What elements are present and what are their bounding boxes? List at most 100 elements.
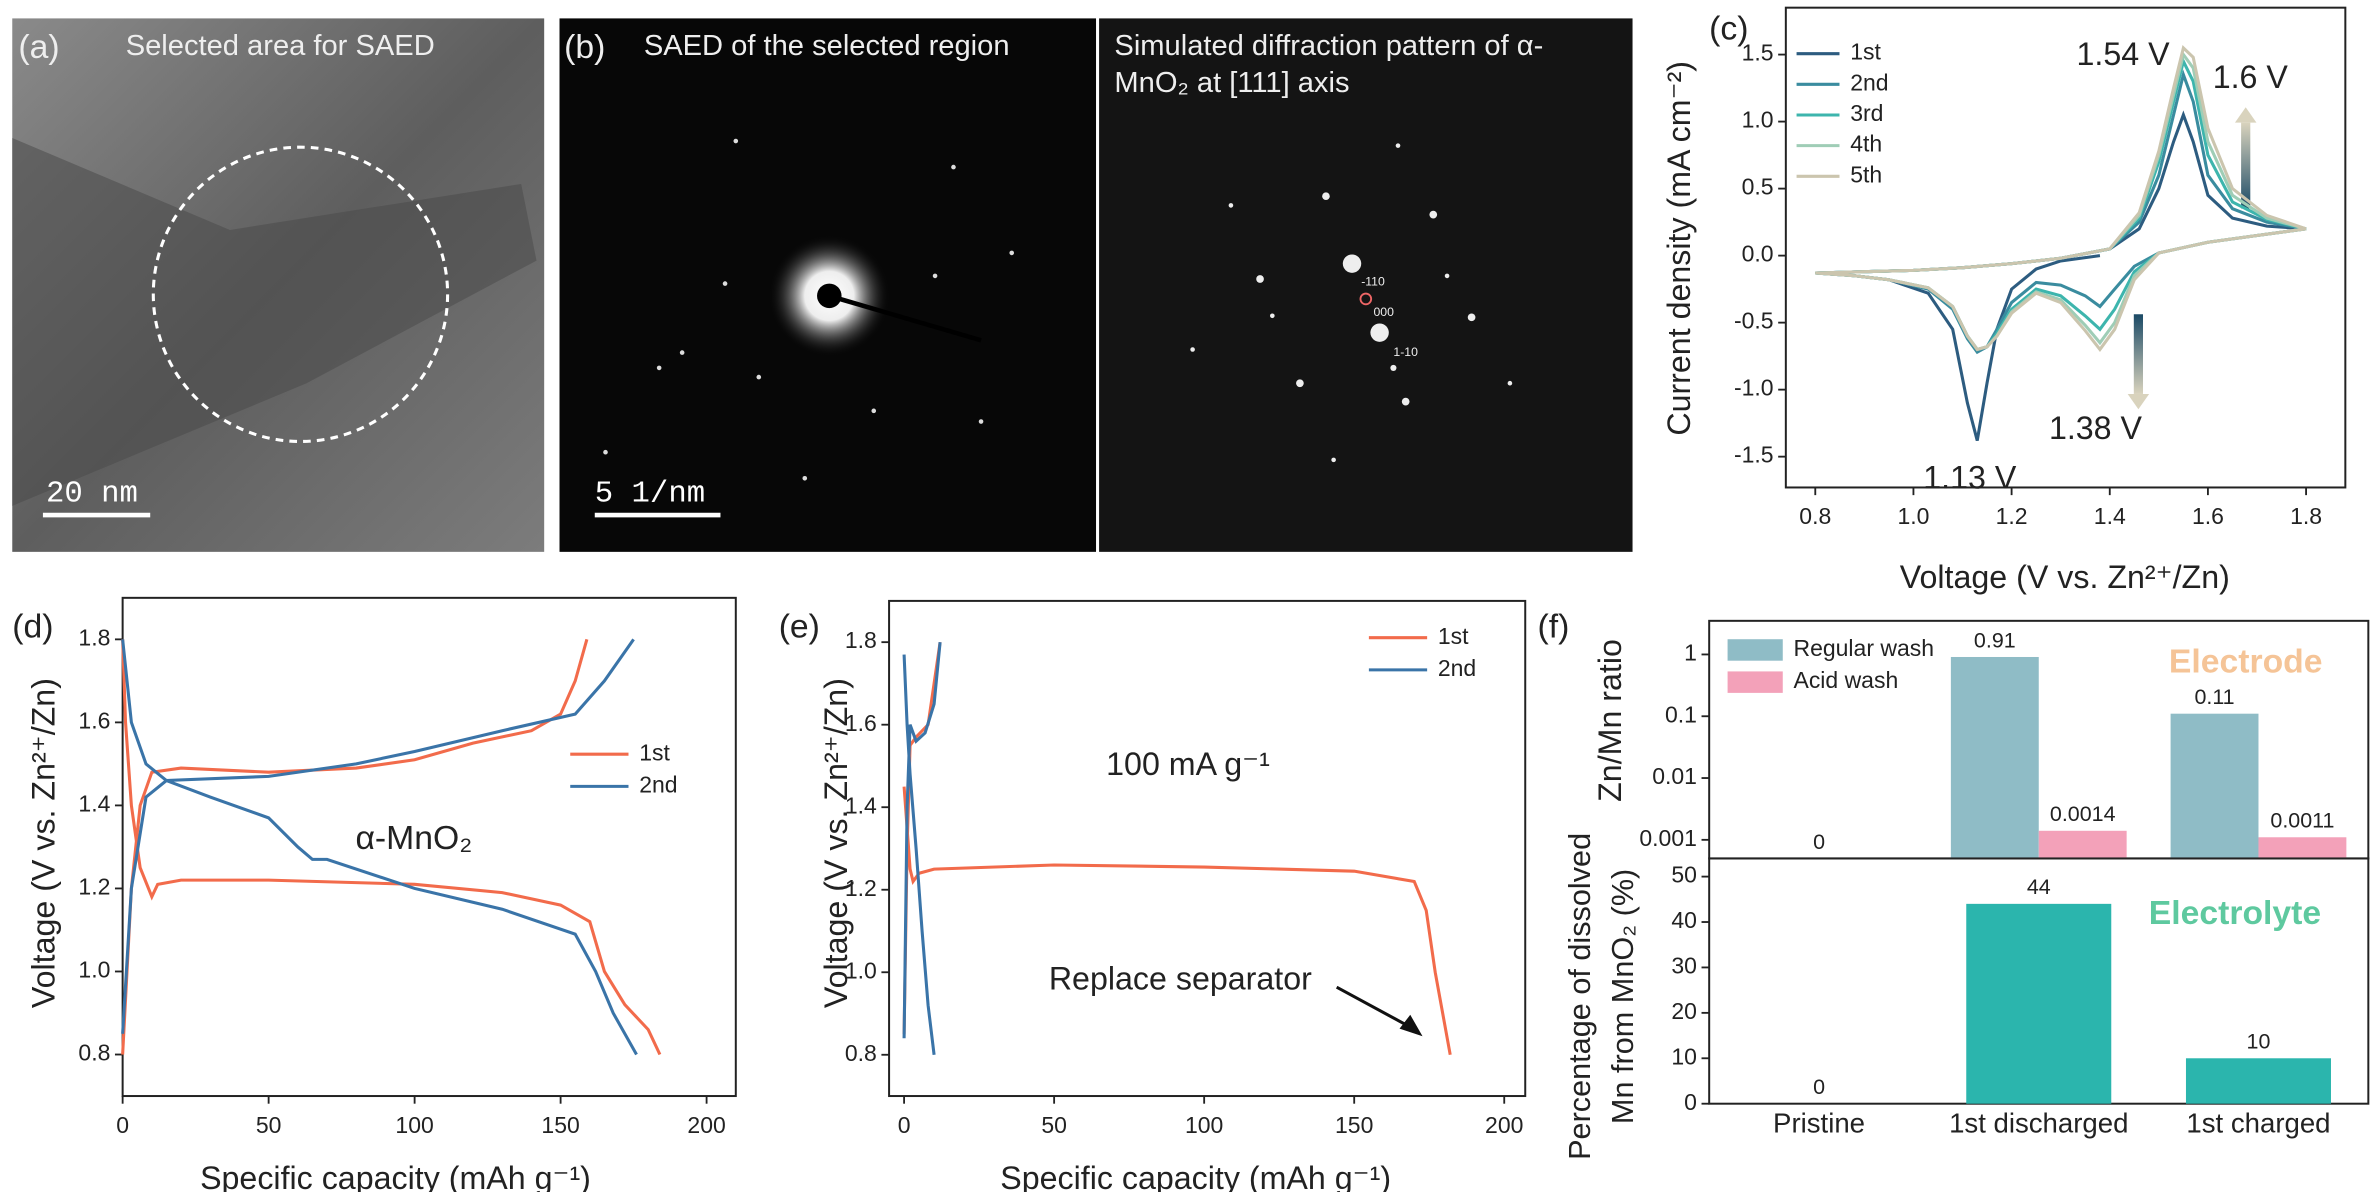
image-caption: MnO₂ at [111] axis xyxy=(1114,67,1349,99)
y-tick-label: 30 xyxy=(1671,953,1697,979)
value-label: 0.0011 xyxy=(2270,809,2334,833)
legend-label: 2nd xyxy=(1850,69,1888,95)
annotation: 1.38 V xyxy=(2049,410,2143,446)
rod xyxy=(12,137,537,506)
bar xyxy=(2258,837,2347,859)
value-label: 0.0014 xyxy=(2050,802,2116,826)
x-tick-label: 1.2 xyxy=(1996,503,2028,529)
y-tick-label: 0.1 xyxy=(1665,701,1697,727)
y-tick-label: 10 xyxy=(1671,1043,1697,1069)
plot-frame xyxy=(1784,6,2347,489)
y-tick-label: 0.5 xyxy=(1742,174,1774,200)
y-tick-label: 20 xyxy=(1671,998,1697,1024)
scale-label: 5 1/nm xyxy=(595,477,705,512)
bar xyxy=(2185,1058,2331,1104)
x-tick-label: 1st charged xyxy=(2186,1107,2330,1138)
series-line xyxy=(121,638,662,1056)
spot-label: 000 xyxy=(1373,305,1394,319)
x-tick-label: 50 xyxy=(256,1112,282,1138)
trend-arrow-head xyxy=(2127,393,2150,410)
legend-label: Regular wash xyxy=(1793,635,1934,661)
y-tick-label: 1.6 xyxy=(845,710,877,736)
image-caption: Selected area for SAED xyxy=(126,30,435,62)
y-tick-label: 1.8 xyxy=(845,627,877,653)
spots xyxy=(1190,143,1513,463)
panel-label: (a) xyxy=(18,28,59,66)
x-tick-label: 200 xyxy=(687,1112,725,1138)
value-label: 10 xyxy=(2247,1030,2271,1054)
x-tick-label: 0.8 xyxy=(1799,503,1831,529)
y-tick-label: 0 xyxy=(1684,1089,1697,1115)
x-tick-label: 150 xyxy=(1335,1112,1373,1138)
x-tick-label: Pristine xyxy=(1773,1107,1865,1138)
y-tick-label: 1.4 xyxy=(78,790,110,816)
annotation: α-MnO₂ xyxy=(355,819,472,857)
value-label: 44 xyxy=(2027,875,2051,899)
bar xyxy=(2038,830,2127,859)
panel-label: (c) xyxy=(1709,10,1748,48)
y-axis-label: Mn from MnO₂ (%) xyxy=(1606,869,1640,1124)
plot-frame xyxy=(888,599,1527,1098)
annotation: 1.54 V xyxy=(2077,36,2171,72)
x-tick-label: 1.0 xyxy=(1897,503,1929,529)
bar xyxy=(1966,903,2112,1104)
legend-swatch xyxy=(1727,639,1783,661)
annotation: 1.6 V xyxy=(2213,59,2289,95)
y-tick-label: 0.0 xyxy=(1742,241,1774,267)
trend-arrow xyxy=(2241,122,2251,209)
y-tick-label: 1.2 xyxy=(78,874,110,900)
x-tick-label: 0 xyxy=(116,1112,129,1138)
beam-stop xyxy=(817,283,842,309)
spot-label: -110 xyxy=(1361,274,1385,288)
y-tick-label: 1.0 xyxy=(845,957,877,983)
origin-marker xyxy=(1359,292,1373,306)
y-tick-label: 1 xyxy=(1684,640,1697,666)
panel-label: (b) xyxy=(564,28,605,66)
spots xyxy=(603,138,1015,481)
trend-arrow-head xyxy=(2234,107,2257,123)
trend-arrow xyxy=(2133,314,2143,394)
value-label: 0.91 xyxy=(1974,628,2016,652)
annotation: 1.13 V xyxy=(1923,459,2017,495)
beam-stop-arm xyxy=(828,293,982,343)
bar xyxy=(2170,713,2259,859)
x-axis-label: Voltage (V vs. Zn²⁺/Zn) xyxy=(1900,559,2230,595)
y-tick-label: 0.01 xyxy=(1652,763,1697,789)
x-tick-label: 50 xyxy=(1041,1112,1067,1138)
panel-label: (e) xyxy=(779,607,820,645)
tem-image: (a) Selected area for SAED 20 nm xyxy=(12,18,545,552)
x-tick-label: 100 xyxy=(1185,1112,1223,1138)
annotation: Replace separator xyxy=(1049,961,1312,997)
value-label: 0 xyxy=(1813,1075,1825,1099)
x-axis-label: Specific capacity (mAh g⁻¹) xyxy=(1000,1160,1391,1192)
y-tick-label: 1.0 xyxy=(1742,107,1774,133)
annotation: Electrode xyxy=(2169,643,2323,681)
legend-label: 5th xyxy=(1850,161,1882,187)
y-tick-label: -1.0 xyxy=(1734,375,1774,401)
panel-label: (d) xyxy=(12,607,53,645)
saed-image: (b) SAED of the selected region 5 1/nm xyxy=(559,18,1097,552)
y-tick-label: 1.6 xyxy=(78,707,110,733)
y-tick-label: 1.2 xyxy=(845,875,877,901)
y-tick-label: 1.4 xyxy=(845,792,877,818)
annotation-arrow xyxy=(1335,985,1412,1029)
plot-frame xyxy=(121,596,737,1098)
annotation: 100 mA g⁻¹ xyxy=(1106,746,1270,782)
legend-label: 1st xyxy=(1850,39,1881,65)
scale-label: 20 nm xyxy=(46,477,138,512)
series-line xyxy=(1815,69,2307,355)
y-axis-label: Voltage (V vs. Zn²⁺/Zn) xyxy=(25,678,61,1008)
legend-label: 1st xyxy=(1438,623,1469,649)
y-tick-label: 40 xyxy=(1671,907,1697,933)
legend-label: 1st xyxy=(639,739,670,765)
y-tick-label: 0.8 xyxy=(78,1040,110,1066)
image-caption: SAED of the selected region xyxy=(644,30,1010,62)
y-tick-label: -0.5 xyxy=(1734,308,1774,334)
x-tick-label: 1.4 xyxy=(2094,503,2126,529)
legend-label: 4th xyxy=(1850,131,1882,157)
annotation: Electrolyte xyxy=(2149,894,2321,932)
series-line xyxy=(1815,110,2307,441)
series-line xyxy=(121,638,638,1056)
y-tick-label: 1.8 xyxy=(78,624,110,650)
